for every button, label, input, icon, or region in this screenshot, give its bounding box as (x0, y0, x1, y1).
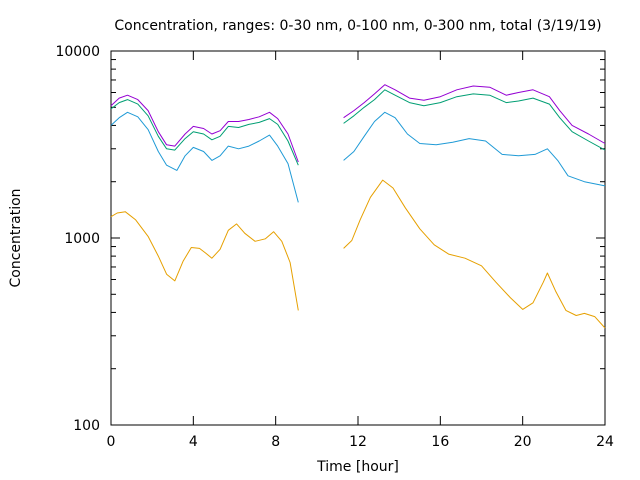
y-axis-label: Concentration (8, 188, 24, 287)
series-layer (110, 84, 606, 329)
x-tick-label: 24 (596, 434, 614, 450)
series-line (343, 89, 606, 151)
series-line (110, 94, 299, 163)
series-2 (110, 111, 606, 203)
x-tick-label: 20 (514, 434, 532, 450)
series-1 (110, 179, 606, 329)
x-axis-ticks: 0 4 8 12 16 20 24 (107, 51, 614, 450)
series-line (110, 99, 299, 166)
x-tick-label: 12 (349, 434, 367, 450)
x-tick-label: 4 (189, 434, 198, 450)
series-3 (110, 89, 606, 166)
x-tick-label: 8 (271, 434, 280, 450)
x-axis-label: Time [hour] (316, 459, 399, 475)
x-tick-label: 0 (107, 434, 116, 450)
y-tick-label: 10000 (55, 44, 100, 60)
y-tick-label: 100 (73, 418, 100, 434)
x-tick-label: 16 (431, 434, 449, 450)
series-4 (110, 84, 606, 163)
y-tick-label: 1000 (64, 231, 100, 247)
series-line (343, 179, 606, 329)
series-line (343, 84, 606, 144)
series-line (110, 111, 299, 203)
y-axis-ticks: 100 1000 10000 (55, 44, 605, 434)
series-line (110, 211, 299, 311)
series-line (343, 111, 606, 187)
chart-title: Concentration, ranges: 0-30 nm, 0-100 nm… (114, 18, 601, 34)
